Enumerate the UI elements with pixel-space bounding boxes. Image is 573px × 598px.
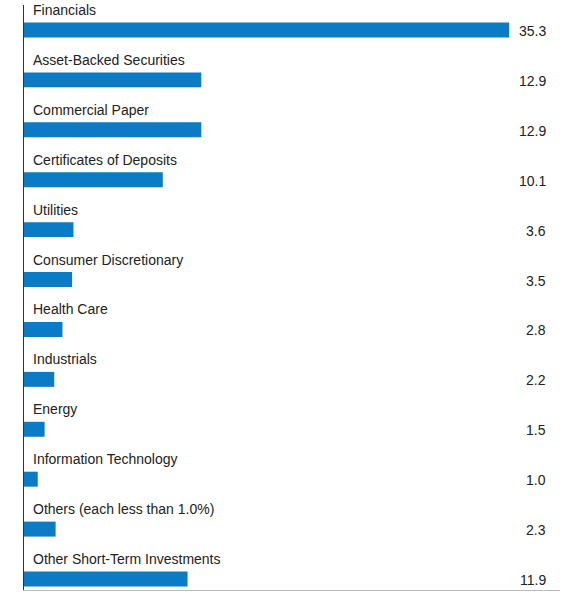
svg-text:Industrials: Industrials: [33, 351, 97, 367]
svg-text:Others (each less than 1.0%): Others (each less than 1.0%): [33, 501, 214, 517]
svg-text:2.3: 2.3: [526, 522, 546, 538]
svg-text:35.3: 35.3: [519, 23, 546, 39]
svg-text:Other Short-Term Investments: Other Short-Term Investments: [33, 551, 221, 567]
svg-text:Certificates of Deposits: Certificates of Deposits: [33, 152, 177, 168]
svg-text:Asset-Backed Securities: Asset-Backed Securities: [33, 52, 185, 68]
svg-text:Commercial Paper: Commercial Paper: [33, 102, 149, 118]
svg-text:3.6: 3.6: [526, 223, 546, 239]
svg-text:Health Care: Health Care: [33, 301, 108, 317]
svg-text:12.9: 12.9: [519, 73, 546, 89]
svg-text:2.8: 2.8: [526, 322, 546, 338]
svg-text:Financials: Financials: [33, 2, 96, 18]
svg-text:Utilities: Utilities: [33, 202, 78, 218]
svg-text:Information Technology: Information Technology: [33, 451, 178, 467]
svg-text:12.9: 12.9: [519, 123, 546, 139]
svg-text:10.1: 10.1: [519, 173, 546, 189]
svg-text:1.0: 1.0: [526, 472, 546, 488]
svg-text:3.5: 3.5: [526, 273, 546, 289]
svg-text:Energy: Energy: [33, 401, 77, 417]
svg-text:1.5: 1.5: [526, 422, 546, 438]
svg-text:2.2: 2.2: [526, 372, 546, 388]
svg-text:11.9: 11.9: [520, 572, 546, 588]
svg-text:Consumer Discretionary: Consumer Discretionary: [33, 252, 183, 268]
